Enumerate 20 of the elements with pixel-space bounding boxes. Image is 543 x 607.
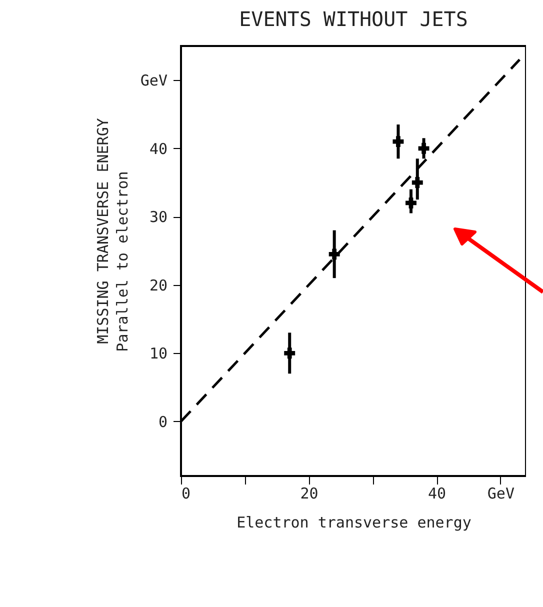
point: [328, 248, 340, 260]
y-tick-label: 0: [158, 412, 168, 431]
point: [418, 142, 430, 154]
y-tick-label: 10: [149, 344, 168, 363]
point: [412, 177, 423, 188]
x-axis-title: Electron transverse energy: [236, 514, 472, 532]
chart-title: EVENTS WITHOUT JETS: [239, 7, 468, 31]
y-tick-label: 20: [149, 276, 168, 294]
y-axis-title: Parallel to electron: [113, 171, 132, 352]
y-tick-label: 40: [149, 140, 168, 158]
x-tick-label: 20: [300, 484, 318, 502]
y-tick-label: GeV: [140, 72, 168, 90]
x-tick-label: 40: [428, 484, 446, 502]
point: [284, 348, 296, 359]
x-tick-label: 0: [182, 484, 191, 502]
point: [406, 198, 416, 208]
x-tick-label: GeV: [487, 484, 514, 502]
text: MISSING TRANSVERSE ENERGY: [94, 118, 112, 344]
y-tick-label: 30: [149, 208, 168, 226]
point: [392, 136, 404, 148]
